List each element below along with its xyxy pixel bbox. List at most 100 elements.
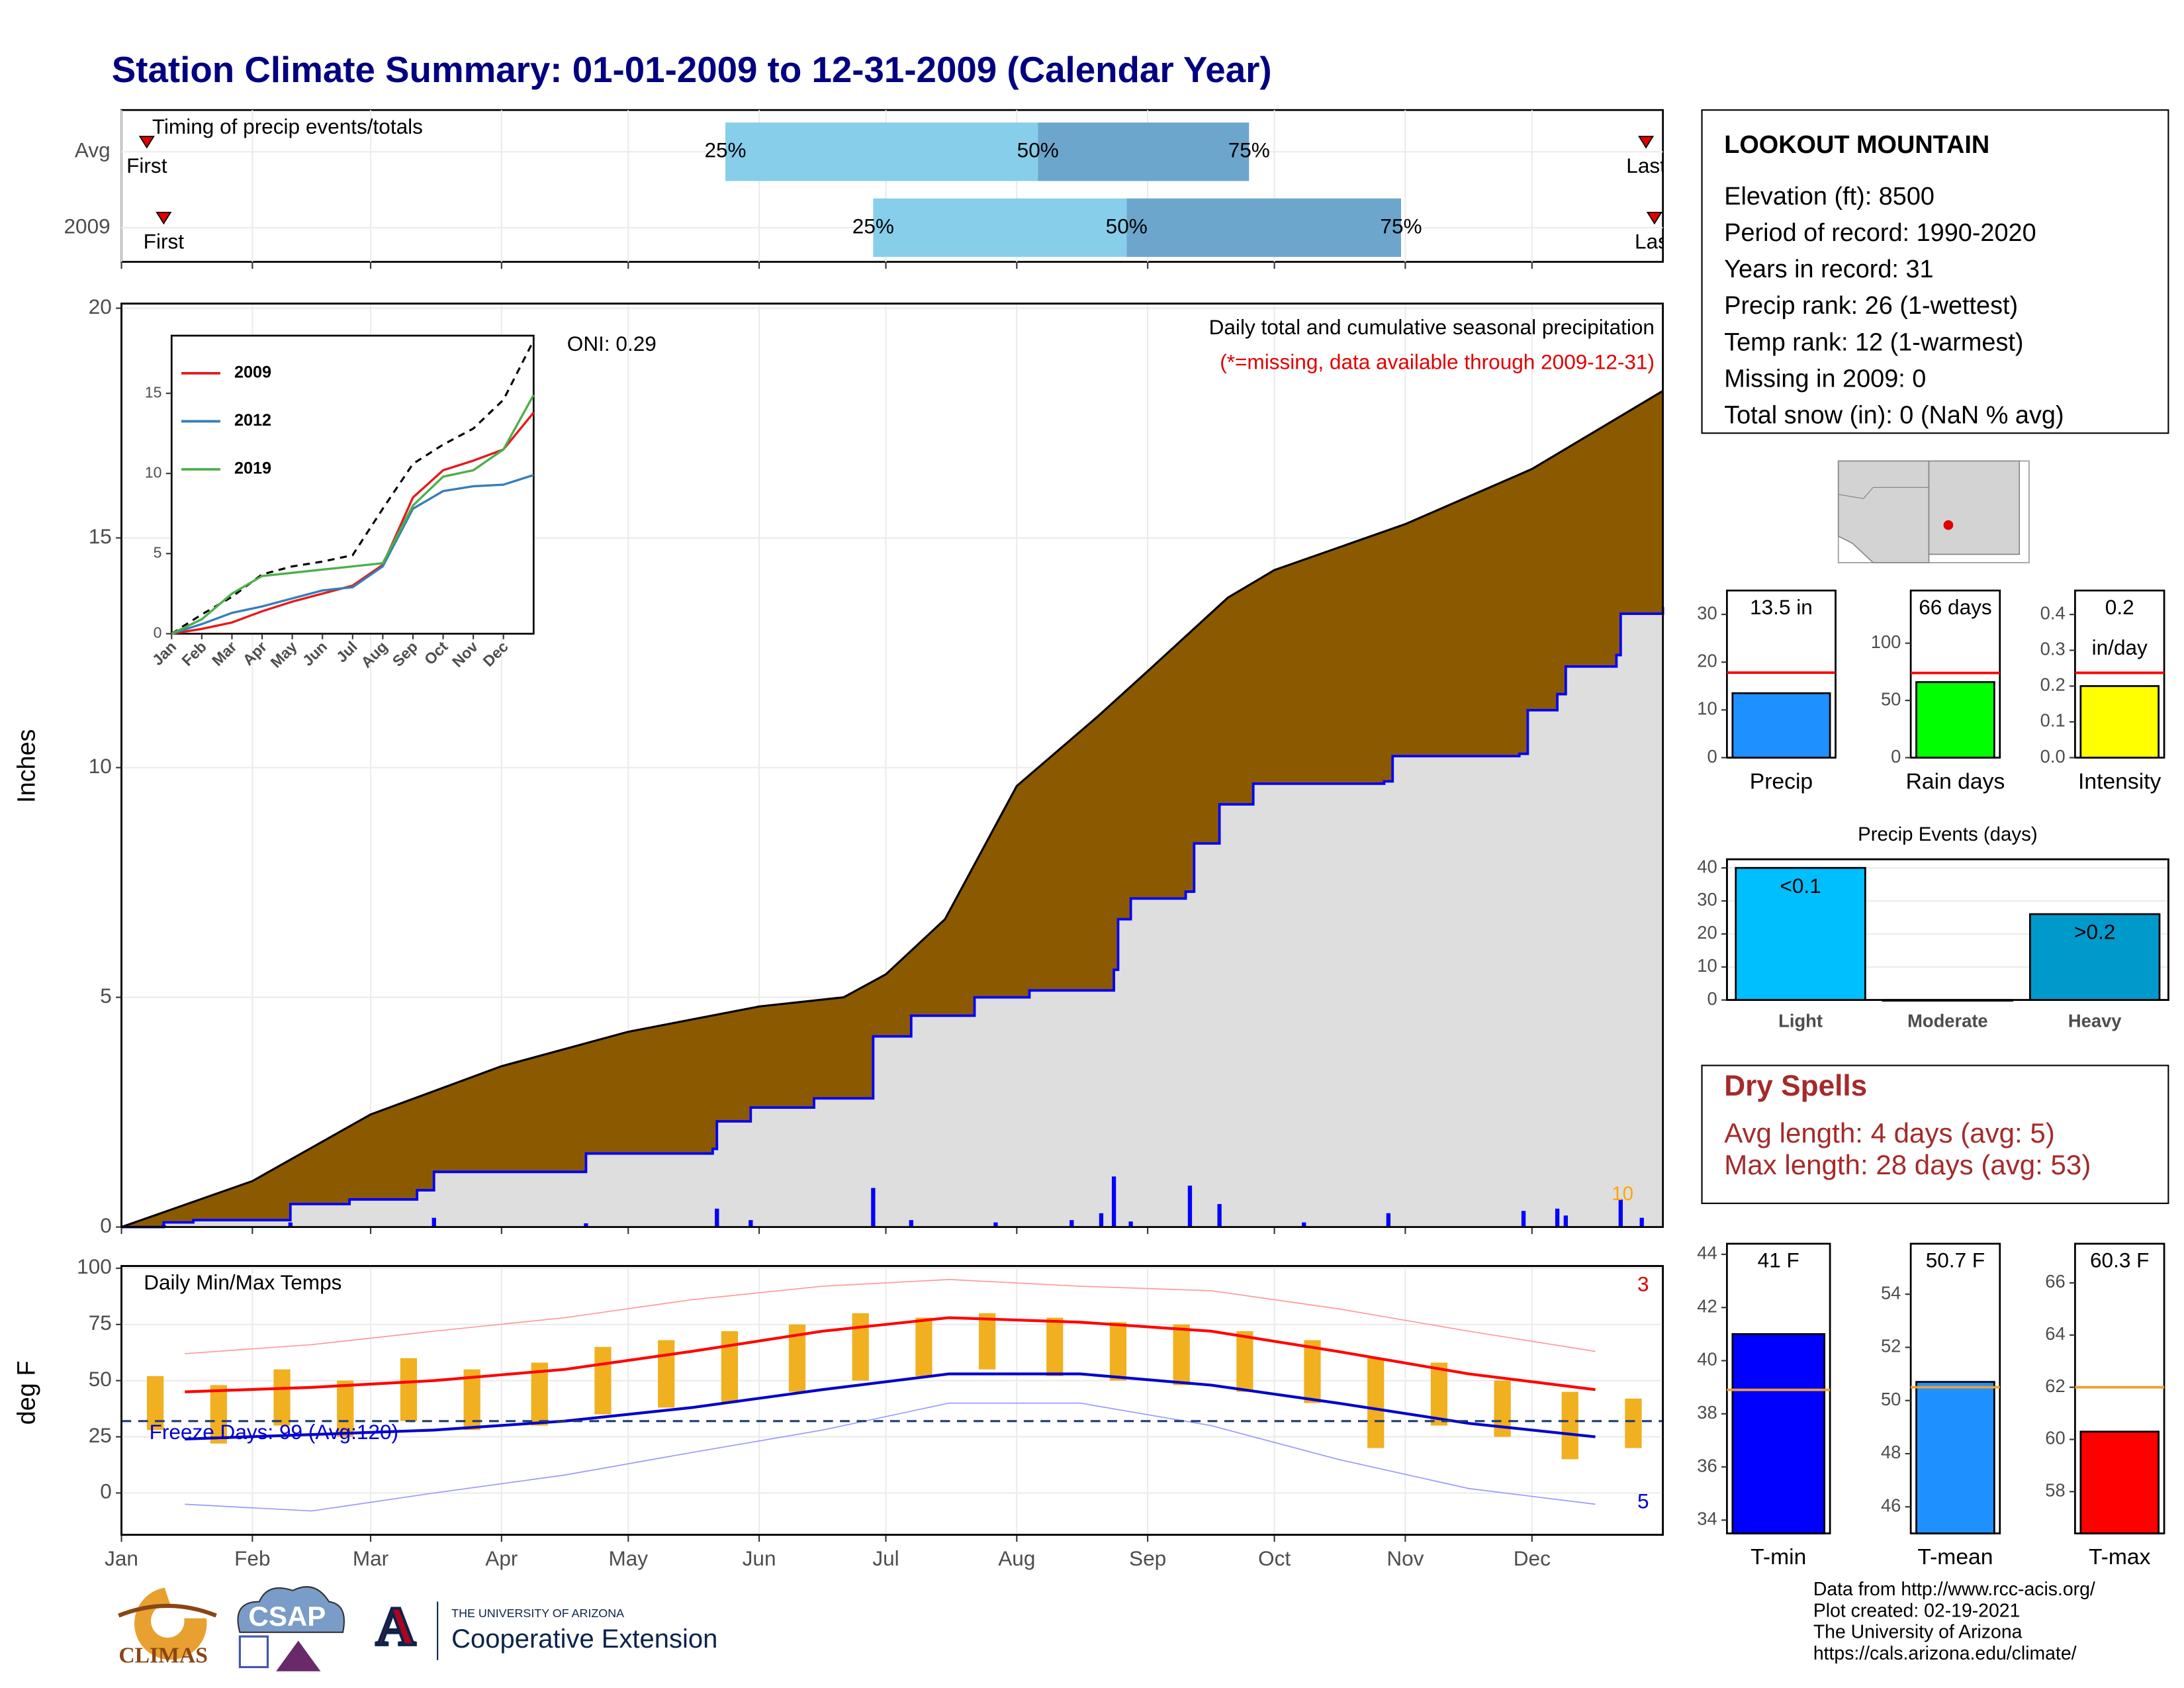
- text-line: Max length: 28 days (avg: 53): [1724, 1149, 2091, 1180]
- text-line: Elevation (ft): 8500: [1724, 183, 1934, 211]
- quartile-bar: [1126, 198, 1401, 258]
- daily-bar: [993, 1222, 998, 1227]
- y-tick-label: 60: [2045, 1428, 2065, 1448]
- events-chart: 0 10 20 30 40 <0.1 Light Moderate >0.2 Heavy Preci…: [1697, 823, 2169, 1031]
- daily-range: [1173, 1324, 1190, 1385]
- quartile-label: 50%: [1106, 214, 1148, 238]
- y-tick-label: 54: [1881, 1282, 1901, 1303]
- y-tick-label: 0.1: [2040, 710, 2066, 731]
- y-tick-label: 20: [1697, 651, 1717, 671]
- text-line: Data from http://www.rcc-acis.org/: [1813, 1579, 2095, 1600]
- panel-title: Precip Events (days): [1858, 823, 2038, 845]
- y-tick-label: 5: [154, 543, 162, 561]
- text-line: Years in record: 31: [1724, 256, 1933, 283]
- x-axis-label: Rain days: [1906, 769, 2005, 794]
- timing-panel: 25% 50% 75% First Last 25% 50% 75% First Last Avg 2…: [64, 109, 1674, 269]
- text-line: Plot created: 02-19-2021: [1813, 1600, 2021, 1621]
- summary-bar-chart: 58 60 62 64 66 60.3 F T-max: [2045, 1243, 2165, 1570]
- inset-frame: [170, 334, 535, 635]
- quartile-label: 75%: [1228, 138, 1270, 162]
- observed-line: [121, 606, 1664, 1229]
- x-tick-label: Apr: [485, 1546, 518, 1570]
- y-tick-label: 10: [1697, 955, 1717, 976]
- y-tick-label: 25: [89, 1423, 112, 1447]
- category-label: Avg: [75, 138, 111, 162]
- daily-range: [400, 1358, 418, 1421]
- page-title: Station Climate Summary: 01-01-2009 to 1…: [112, 49, 1272, 90]
- y-tick-label: 62: [2045, 1376, 2065, 1396]
- summary-bar-chart: 0 50 100 66 days Rain days: [1871, 589, 2005, 794]
- panel-title: Daily Min/Max Temps: [144, 1270, 341, 1294]
- legend-label: 2009: [234, 363, 271, 382]
- y-tick-label: 34: [1697, 1509, 1717, 1529]
- max-label: 10: [1612, 1183, 1633, 1205]
- y-tick-label: 36: [1697, 1455, 1717, 1476]
- y-tick-label: 48: [1881, 1442, 1901, 1462]
- summary-bar-chart: 0 10 20 30 13.5 in Precip: [1697, 589, 1837, 794]
- daily-range: [979, 1313, 996, 1370]
- station-location: [1943, 520, 1954, 530]
- y-tick-label: 50: [89, 1367, 112, 1391]
- daily-range: [1236, 1331, 1253, 1392]
- daily-bar: [432, 1217, 436, 1227]
- y-tick-label: 75: [89, 1311, 112, 1335]
- text-line: Period of record: 1990-2020: [1724, 219, 2036, 247]
- y-tick-label: 15: [145, 383, 162, 400]
- quartile-label: 25%: [704, 138, 746, 162]
- event-label: First: [144, 229, 185, 253]
- x-axis-label: Intensity: [2078, 769, 2161, 794]
- x-tick-label: Jan: [105, 1546, 138, 1570]
- ua-name: THE UNIVERSITY OF ARIZONA: [451, 1607, 624, 1620]
- event-label: First: [126, 154, 167, 177]
- dry-spells-lines: Avg length: 4 days (avg: 5)Max length: 2…: [1724, 1117, 2091, 1180]
- y-tick-label: 42: [1697, 1295, 1717, 1316]
- daily-bar: [1217, 1203, 1222, 1227]
- event-label: Last: [1626, 154, 1666, 177]
- value-label: 60.3 F: [2090, 1248, 2149, 1272]
- y-tick-label: 20: [1697, 922, 1717, 943]
- event-marker: [1646, 211, 1662, 225]
- event-marker: [138, 136, 155, 149]
- daily-bar: [584, 1223, 588, 1227]
- y-tick-label: 52: [1881, 1336, 1901, 1356]
- bar: [2079, 1430, 2160, 1534]
- daily-range: [1430, 1362, 1448, 1426]
- x-tick-label: Aug: [998, 1546, 1035, 1570]
- x-axis-label: T-min: [1751, 1545, 1806, 1570]
- value-label: 13.5 in: [1750, 595, 1813, 619]
- record-low-count: 5: [1637, 1489, 1649, 1513]
- daily-range: [915, 1317, 933, 1376]
- event-marker: [1638, 136, 1655, 149]
- daily-range: [1625, 1398, 1642, 1448]
- panel-subtitle: (*=missing, data available through 2009-…: [1220, 350, 1655, 373]
- station-lines: Elevation (ft): 8500 Period of record: 19…: [1724, 183, 2064, 430]
- precip-panel: 0 5 10 15 20 Daily total and cumulative seaso…: [13, 295, 1664, 1237]
- x-tick-label: Heavy: [2068, 1011, 2122, 1031]
- map-border: [1838, 487, 1929, 499]
- y-tick-label: 40: [1697, 1349, 1717, 1370]
- climas-label: CLIMAS: [118, 1643, 208, 1667]
- unit-label: in/day: [2092, 635, 2148, 659]
- y-tick-label: 100: [1871, 632, 1901, 652]
- x-tick-label: Oct: [1258, 1546, 1291, 1570]
- y-tick-label: 15: [89, 524, 112, 548]
- dry-spells-box: [1701, 1064, 2169, 1204]
- y-tick-label: 5: [100, 984, 112, 1008]
- daily-bar: [1302, 1222, 1306, 1227]
- y-tick-label: 0.0: [2040, 746, 2066, 767]
- quartile-bar: [725, 122, 1038, 181]
- quartile-label: 50%: [1017, 138, 1059, 162]
- daily-bar: [1563, 1215, 1569, 1227]
- average-line: [171, 340, 535, 635]
- temperature-panel: 0 25 50 75 100 Jan Feb Mar Apr May Jun Jul Aug Sep Oct…: [13, 1254, 1664, 1570]
- event-marker: [156, 211, 172, 225]
- x-tick-label: Jun: [743, 1546, 776, 1570]
- timing-bars: 25% 50% 75% First Last 25% 50% 75% First Last: [121, 122, 1674, 258]
- daily-bar: [871, 1188, 876, 1227]
- freeze-label: Freeze Days: 99 (Avg:120): [150, 1420, 398, 1444]
- observed-area: [121, 606, 1663, 1227]
- location-map: [1837, 460, 2030, 563]
- event-label: Last: [1635, 229, 1674, 253]
